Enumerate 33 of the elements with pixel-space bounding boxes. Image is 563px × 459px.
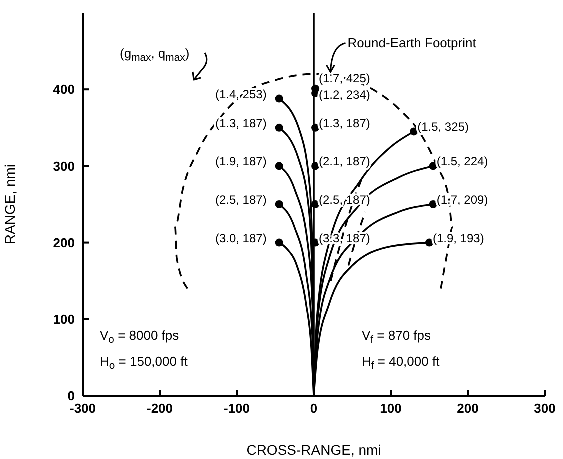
x-axis-title: CROSS-RANGE, nmi (246, 442, 382, 458)
data-label: (1.5, 325) (418, 120, 469, 134)
data-label: (1.3, 187) (319, 116, 370, 130)
y-tick-label: 0 (68, 388, 75, 404)
x-tick-label: -200 (146, 401, 174, 416)
annotation: H$_{o}$ = 150,000 ft (100, 354, 188, 372)
data-label: (3.0, 187) (215, 231, 267, 246)
data-label: (1.4, 253) (215, 87, 267, 102)
data-label: (1.7, 209) (436, 192, 488, 207)
x-tick-label: -300 (70, 401, 96, 416)
x-tick-label: -100 (224, 401, 250, 416)
y-tick-label: 400 (53, 82, 75, 98)
y-tick-label: 300 (53, 158, 75, 174)
annotation: V$_{o}$ = 8000 fps (100, 328, 180, 346)
data-label: (1.2, 234) (319, 88, 370, 102)
x-tick-label: 0 (310, 401, 318, 416)
annotation: (g$_{max}$, q$_{max}$) (120, 46, 190, 64)
data-label: (1.7, 425) (319, 71, 370, 86)
annotation: Round-Earth Footprint (348, 35, 477, 50)
y-tick-label: 100 (53, 312, 75, 328)
data-label: (1.9, 193) (432, 231, 484, 246)
x-tick-label: 200 (457, 401, 479, 416)
annotation: V$_{f}$ = 870 fps (362, 328, 432, 346)
x-tick-label: 300 (534, 401, 556, 416)
data-label: (2.1, 187) (319, 154, 370, 169)
data-label: (1.3, 187) (215, 116, 267, 130)
x-tick-label: 100 (380, 401, 402, 416)
annotation: H$_{f}$ = 40,000 ft (362, 354, 440, 372)
data-label: (2.5, 187) (215, 192, 267, 207)
y-tick-label: 200 (53, 235, 75, 250)
y-axis-title: RANGE, nmi (2, 164, 18, 245)
data-label: (1.9, 187) (215, 154, 267, 169)
data-label: (1.5, 224) (436, 154, 488, 169)
